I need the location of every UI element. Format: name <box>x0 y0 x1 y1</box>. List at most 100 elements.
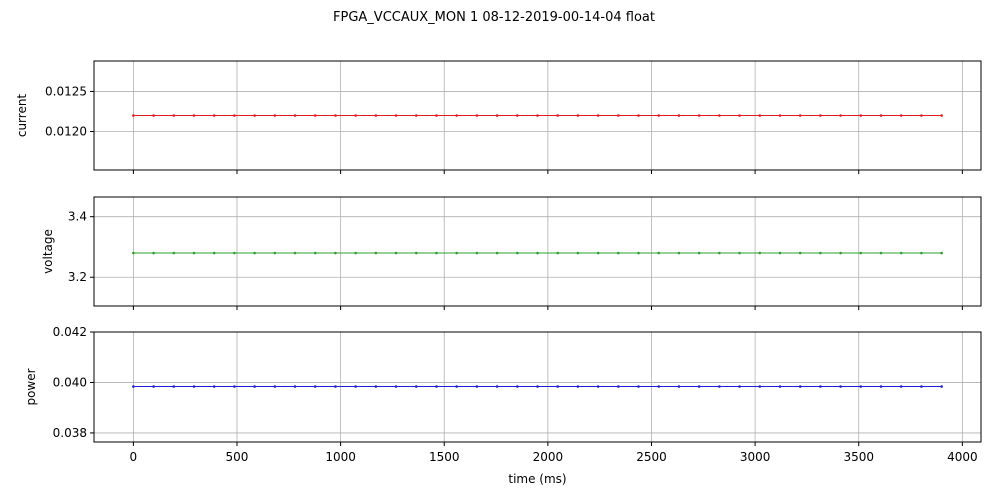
current-data-point <box>556 114 560 117</box>
current-data-point <box>819 114 822 117</box>
voltage-ytick-label: 3.4 <box>68 210 87 224</box>
voltage-data-point <box>637 251 640 255</box>
voltage-data-point <box>354 251 357 255</box>
current-data-point <box>515 114 519 117</box>
voltage-ylabel: voltage <box>41 229 55 274</box>
voltage-data-point <box>192 251 196 255</box>
voltage-data-point <box>414 251 418 255</box>
power-data-point <box>617 385 620 388</box>
current-data-point <box>273 114 277 117</box>
power-data-point <box>778 385 782 388</box>
figure-title: FPGA_VCCAUX_MON 1 08-12-2019-00-14-04 fl… <box>333 10 655 25</box>
current-ylabel: current <box>15 94 29 138</box>
current-ytick-label: 0.0120 <box>45 125 87 139</box>
power-data-point <box>172 385 176 388</box>
current-data-point <box>435 114 438 117</box>
power-data-point <box>212 385 216 388</box>
voltage-data-point <box>677 251 681 255</box>
current-data-point <box>758 114 762 117</box>
current-data-point <box>334 114 337 117</box>
current-data-point <box>677 114 681 117</box>
voltage-data-point <box>859 251 863 255</box>
current-data-point <box>293 114 297 117</box>
power-data-point <box>414 385 418 388</box>
current-data-point <box>152 114 155 117</box>
voltage-data-point <box>233 251 236 255</box>
power-xtick-label: 0 <box>130 450 138 464</box>
current-data-point <box>172 114 176 117</box>
current-data-point <box>839 114 842 117</box>
power-data-point <box>313 385 317 388</box>
current-data-point <box>212 114 216 117</box>
power-axes-frame <box>93 331 982 443</box>
power-data-point <box>536 385 539 388</box>
power-ytick-label: 0.038 <box>53 426 87 440</box>
current-data-point <box>233 114 236 117</box>
power-xtick-label: 3000 <box>740 450 771 464</box>
current-data-point <box>920 114 923 117</box>
voltage-data-point <box>253 251 256 255</box>
voltage-data-point <box>819 251 822 255</box>
voltage-data-point <box>657 251 661 255</box>
voltage-data-point <box>212 251 216 255</box>
voltage-data-point <box>515 251 519 255</box>
current-data-point <box>879 114 883 117</box>
voltage-ytick-label: 3.2 <box>68 270 87 284</box>
current-data-point <box>657 114 661 117</box>
current-data-point <box>697 114 701 117</box>
current-data-point <box>475 114 479 117</box>
voltage-data-point <box>556 251 560 255</box>
power-xtick-label: 1500 <box>429 450 460 464</box>
voltage-panel: 3.2 3.4 voltage <box>41 196 982 310</box>
current-data-point <box>576 114 580 117</box>
voltage-data-point <box>920 251 923 255</box>
voltage-data-point <box>313 251 317 255</box>
power-data-point <box>475 385 479 388</box>
voltage-data-point <box>738 251 741 255</box>
power-data-point <box>798 385 802 388</box>
power-data-point <box>495 385 499 388</box>
current-data-point <box>394 114 398 117</box>
power-data-point <box>940 385 943 388</box>
power-data-point <box>920 385 923 388</box>
power-xtick-label: 1000 <box>325 450 356 464</box>
power-data-point <box>515 385 519 388</box>
power-data-point <box>758 385 762 388</box>
voltage-data-point <box>617 251 620 255</box>
voltage-axes-frame <box>93 196 982 307</box>
power-data-point <box>879 385 883 388</box>
current-axes-frame <box>93 60 982 171</box>
current-data-point <box>637 114 640 117</box>
power-data-point <box>354 385 357 388</box>
current-data-point <box>132 114 135 117</box>
power-data-point <box>253 385 256 388</box>
power-data-point <box>697 385 701 388</box>
voltage-data-point <box>899 251 903 255</box>
power-data-point <box>596 385 600 388</box>
power-data-point <box>152 385 155 388</box>
current-data-point <box>455 114 458 117</box>
voltage-data-point <box>132 251 135 255</box>
power-ytick-label: 0.042 <box>53 325 87 339</box>
voltage-data-point <box>576 251 580 255</box>
current-ytick-label: 0.0125 <box>45 84 87 98</box>
power-panel: 0 500 1000 1500 2000 2500 3000 3500 4000 0.038 0.0… <box>24 325 982 486</box>
current-data-point <box>495 114 499 117</box>
current-panel: 0.0120 0.0125 current <box>15 60 982 174</box>
power-data-point <box>233 385 236 388</box>
voltage-data-point <box>394 251 398 255</box>
current-data-point <box>778 114 782 117</box>
voltage-data-point <box>495 251 499 255</box>
power-data-point <box>819 385 822 388</box>
voltage-data-point <box>475 251 479 255</box>
power-data-point <box>374 385 378 388</box>
power-data-point <box>859 385 863 388</box>
power-data-point <box>657 385 661 388</box>
voltage-data-point <box>455 251 458 255</box>
current-data-point <box>859 114 863 117</box>
power-data-point <box>132 385 135 388</box>
voltage-data-point <box>839 251 842 255</box>
voltage-data-point <box>718 251 721 255</box>
current-data-point <box>738 114 741 117</box>
